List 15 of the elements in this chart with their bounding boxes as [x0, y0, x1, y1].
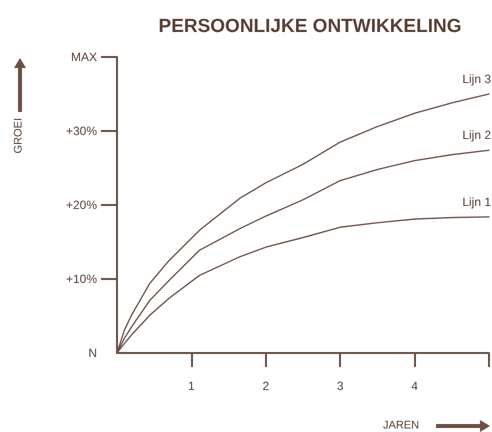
- y-tick-label: +10%: [66, 272, 98, 286]
- series-label: Lijn 1: [462, 194, 492, 209]
- series-label: Lijn 2: [462, 128, 492, 142]
- series-label: Lijn 3: [462, 72, 492, 86]
- y-tick-label: +20%: [66, 198, 98, 212]
- x-tick-label: 1: [188, 379, 196, 393]
- y-tick-label: +30%: [66, 124, 98, 138]
- x-tick-label: 4: [411, 379, 418, 393]
- chart-title: PERSOONLIJKE ONTWIKKELING: [158, 16, 462, 37]
- y-axis-title: GROEI: [12, 118, 24, 154]
- y-tick-label: N: [88, 346, 97, 360]
- x-axis-title: JAREN: [383, 420, 420, 432]
- x-tick-label: 3: [336, 379, 344, 393]
- y-tick-label: MAX: [70, 50, 97, 64]
- x-tick-label: 2: [262, 379, 270, 393]
